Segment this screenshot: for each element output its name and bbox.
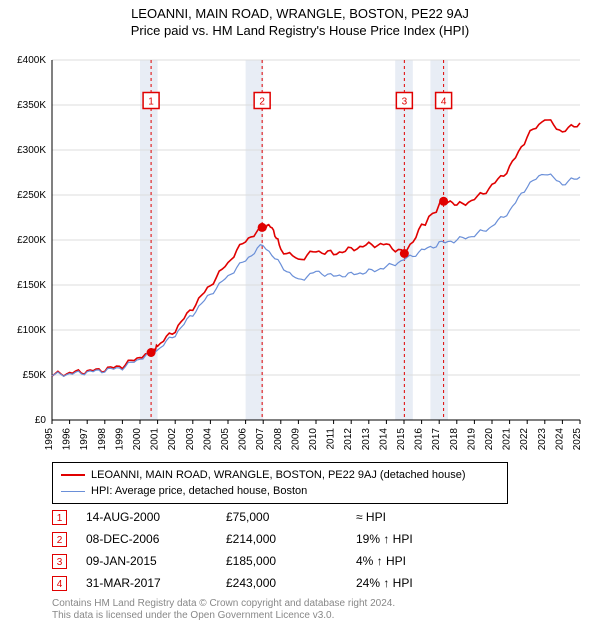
tx-note: 24% ↑ HPI <box>356 576 526 590</box>
tx-marker: 2 <box>52 532 67 547</box>
tx-price: £214,000 <box>226 532 356 546</box>
svg-text:2019: 2019 <box>466 428 477 450</box>
svg-text:£50K: £50K <box>23 370 47 381</box>
svg-text:2003: 2003 <box>185 428 196 450</box>
svg-text:2023: 2023 <box>537 428 548 450</box>
svg-text:2009: 2009 <box>290 428 301 450</box>
legend-swatch <box>61 474 85 476</box>
svg-text:4: 4 <box>441 97 447 108</box>
svg-text:£100K: £100K <box>17 325 46 336</box>
svg-text:2016: 2016 <box>414 428 425 450</box>
price-chart: £0 £50K £100K £150K £200K £250K £300K £350K £400… <box>0 50 600 450</box>
svg-text:2025: 2025 <box>572 428 583 450</box>
tx-date: 14-AUG-2000 <box>86 510 226 524</box>
table-row: 2 08-DEC-2006£214,00019% ↑ HPI <box>52 528 552 550</box>
svg-text:1999: 1999 <box>114 428 125 450</box>
svg-text:2014: 2014 <box>378 428 389 450</box>
svg-text:1997: 1997 <box>79 428 90 450</box>
svg-text:2021: 2021 <box>502 428 513 450</box>
svg-text:2000: 2000 <box>132 428 143 450</box>
svg-text:2011: 2011 <box>326 428 337 450</box>
svg-text:1996: 1996 <box>62 428 73 450</box>
tx-marker: 1 <box>52 510 67 525</box>
tx-marker: 3 <box>52 554 67 569</box>
svg-text:2005: 2005 <box>220 428 231 450</box>
svg-text:2008: 2008 <box>273 428 284 450</box>
page-title: LEOANNI, MAIN ROAD, WRANGLE, BOSTON, PE2… <box>0 6 600 21</box>
legend-swatch <box>61 491 85 492</box>
table-row: 4 31-MAR-2017£243,00024% ↑ HPI <box>52 572 552 594</box>
svg-text:2018: 2018 <box>449 428 460 450</box>
table-row: 1 14-AUG-2000£75,000≈ HPI <box>52 506 552 528</box>
footer-attribution: Contains HM Land Registry data © Crown c… <box>52 598 395 622</box>
svg-text:2010: 2010 <box>308 428 319 450</box>
svg-text:2001: 2001 <box>150 428 161 450</box>
tx-price: £75,000 <box>226 510 356 524</box>
svg-text:1: 1 <box>148 97 154 108</box>
svg-text:2004: 2004 <box>202 428 213 450</box>
svg-text:2017: 2017 <box>431 428 442 450</box>
tx-date: 08-DEC-2006 <box>86 532 226 546</box>
footer-line-2: This data is licensed under the Open Gov… <box>52 610 395 622</box>
page-subtitle: Price paid vs. HM Land Registry's House … <box>0 23 600 38</box>
tx-note: 4% ↑ HPI <box>356 554 526 568</box>
svg-text:2020: 2020 <box>484 428 495 450</box>
svg-text:2006: 2006 <box>238 428 249 450</box>
svg-text:2: 2 <box>259 97 265 108</box>
legend-item: LEOANNI, MAIN ROAD, WRANGLE, BOSTON, PE2… <box>61 467 499 483</box>
footer-line-1: Contains HM Land Registry data © Crown c… <box>52 598 395 610</box>
svg-text:£200K: £200K <box>17 235 46 246</box>
svg-text:2007: 2007 <box>255 428 266 450</box>
legend-item: HPI: Average price, detached house, Bost… <box>61 483 499 499</box>
svg-text:£150K: £150K <box>17 280 46 291</box>
tx-note: ≈ HPI <box>356 510 526 524</box>
chart-legend: LEOANNI, MAIN ROAD, WRANGLE, BOSTON, PE2… <box>52 462 508 504</box>
tx-price: £243,000 <box>226 576 356 590</box>
svg-text:2013: 2013 <box>361 428 372 450</box>
svg-text:£300K: £300K <box>17 145 46 156</box>
page: LEOANNI, MAIN ROAD, WRANGLE, BOSTON, PE2… <box>0 6 600 626</box>
svg-text:2002: 2002 <box>167 428 178 450</box>
svg-text:1995: 1995 <box>44 428 55 450</box>
table-row: 3 09-JAN-2015£185,0004% ↑ HPI <box>52 550 552 572</box>
tx-note: 19% ↑ HPI <box>356 532 526 546</box>
svg-text:2012: 2012 <box>343 428 354 450</box>
tx-price: £185,000 <box>226 554 356 568</box>
tx-date: 31-MAR-2017 <box>86 576 226 590</box>
svg-text:2015: 2015 <box>396 428 407 450</box>
legend-label: LEOANNI, MAIN ROAD, WRANGLE, BOSTON, PE2… <box>91 467 466 483</box>
svg-text:2022: 2022 <box>519 428 530 450</box>
svg-text:2024: 2024 <box>554 428 565 450</box>
tx-date: 09-JAN-2015 <box>86 554 226 568</box>
legend-label: HPI: Average price, detached house, Bost… <box>91 483 307 499</box>
svg-text:1998: 1998 <box>97 428 108 450</box>
svg-text:£350K: £350K <box>17 100 46 111</box>
svg-text:£0: £0 <box>35 415 47 426</box>
svg-text:3: 3 <box>402 97 408 108</box>
svg-text:£250K: £250K <box>17 190 46 201</box>
chart-svg: £0 £50K £100K £150K £200K £250K £300K £350K £400… <box>0 50 600 450</box>
transactions-table: 1 14-AUG-2000£75,000≈ HPI 2 08-DEC-2006£214… <box>52 506 552 594</box>
tx-marker: 4 <box>52 576 67 591</box>
svg-text:£400K: £400K <box>17 55 46 66</box>
